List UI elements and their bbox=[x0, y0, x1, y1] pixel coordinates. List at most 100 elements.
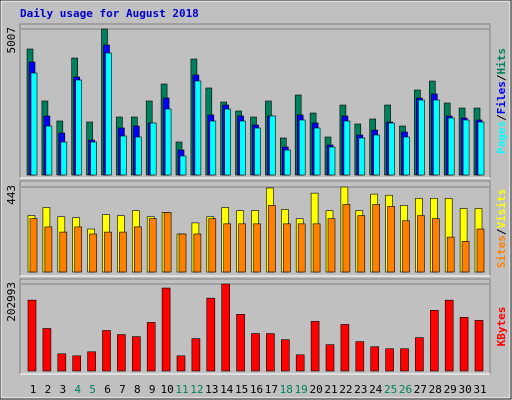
x-tick-label: 5 bbox=[89, 383, 96, 396]
bar bbox=[373, 134, 381, 176]
bar bbox=[176, 355, 186, 372]
bar bbox=[444, 299, 454, 372]
bar bbox=[343, 120, 351, 176]
bar bbox=[357, 215, 366, 273]
bar bbox=[57, 353, 67, 372]
bar bbox=[266, 333, 275, 372]
bar bbox=[146, 322, 156, 372]
bar bbox=[459, 317, 469, 372]
bar bbox=[29, 218, 38, 273]
bar bbox=[27, 299, 37, 372]
bar bbox=[42, 328, 52, 372]
bar bbox=[403, 136, 410, 176]
bar bbox=[328, 146, 336, 176]
bar bbox=[119, 231, 127, 273]
bar bbox=[269, 115, 276, 176]
bar bbox=[295, 354, 305, 372]
legend-entry: Sites bbox=[495, 235, 508, 268]
bar bbox=[105, 52, 112, 176]
legend-entry: Files bbox=[495, 81, 508, 114]
chart-title: Daily usage for August 2018 bbox=[20, 7, 199, 20]
bar bbox=[60, 141, 68, 176]
bar bbox=[280, 339, 290, 372]
x-tick-label: 1 bbox=[30, 383, 37, 396]
bar bbox=[310, 321, 320, 372]
bar bbox=[194, 80, 202, 176]
bar bbox=[431, 218, 440, 273]
x-tick-label: 28 bbox=[429, 383, 442, 396]
x-tick-label: 10 bbox=[160, 383, 173, 396]
bar bbox=[282, 223, 291, 273]
bar bbox=[135, 136, 142, 176]
x-tick-label: 3 bbox=[59, 383, 66, 396]
bar bbox=[477, 121, 485, 176]
bar bbox=[268, 205, 276, 273]
x-tick-label: 12 bbox=[190, 383, 203, 396]
bar bbox=[239, 120, 246, 176]
x-tick-label: 9 bbox=[149, 383, 156, 396]
x-tick-label: 16 bbox=[250, 383, 263, 396]
bar bbox=[191, 338, 201, 372]
legend-entry: Hits bbox=[495, 48, 508, 75]
bar bbox=[461, 241, 470, 273]
bar bbox=[297, 223, 306, 273]
x-tick-label: 6 bbox=[104, 383, 111, 396]
bar bbox=[209, 120, 217, 176]
bar bbox=[208, 218, 217, 273]
x-tick-label: 2 bbox=[45, 383, 52, 396]
x-tick-label: 26 bbox=[399, 383, 412, 396]
bar bbox=[30, 72, 38, 176]
bar bbox=[148, 218, 157, 273]
x-tick-label: 11 bbox=[175, 383, 188, 396]
bar bbox=[370, 346, 380, 372]
x-tick-label: 20 bbox=[309, 383, 322, 396]
y-tick-label: 5007 bbox=[5, 27, 18, 54]
bar bbox=[164, 108, 172, 176]
x-tick-label: 14 bbox=[220, 383, 234, 396]
bar bbox=[429, 309, 439, 372]
bar bbox=[355, 341, 365, 372]
x-tick-label: 8 bbox=[134, 383, 141, 396]
bar bbox=[447, 117, 455, 176]
bar bbox=[313, 127, 321, 176]
bar bbox=[476, 228, 485, 273]
y-tick-label: 202993 bbox=[5, 282, 18, 322]
bar bbox=[327, 218, 336, 273]
bar bbox=[161, 287, 171, 372]
bar bbox=[251, 333, 260, 372]
legend: Sites/Visits bbox=[495, 189, 508, 269]
bar bbox=[132, 336, 141, 372]
legend-separator: / bbox=[495, 114, 508, 121]
bar bbox=[45, 125, 53, 176]
bar bbox=[415, 337, 424, 372]
bar bbox=[236, 314, 245, 372]
bar bbox=[206, 297, 216, 372]
bar bbox=[75, 79, 82, 176]
bar bbox=[342, 204, 351, 273]
bar bbox=[104, 231, 112, 273]
bar bbox=[149, 122, 157, 176]
bar bbox=[372, 204, 381, 273]
x-tick-label: 23 bbox=[354, 383, 367, 396]
bar bbox=[254, 127, 261, 176]
bar bbox=[74, 226, 82, 273]
bar bbox=[117, 334, 126, 372]
x-tick-label: 29 bbox=[444, 383, 457, 396]
bar bbox=[358, 137, 366, 176]
legend: Pages/Files/Hits bbox=[495, 48, 508, 154]
bar bbox=[474, 320, 484, 372]
x-tick-label: 7 bbox=[119, 383, 126, 396]
bar bbox=[193, 233, 202, 273]
x-tick-label: 4 bbox=[74, 383, 81, 396]
bar bbox=[417, 215, 425, 273]
bar bbox=[340, 324, 350, 372]
bar bbox=[385, 348, 394, 372]
x-tick-label: 30 bbox=[458, 383, 471, 396]
x-tick-label: 18 bbox=[280, 383, 293, 396]
bar bbox=[179, 155, 187, 176]
bar bbox=[59, 231, 68, 273]
bar bbox=[388, 122, 395, 176]
bar bbox=[89, 233, 97, 273]
bar bbox=[163, 212, 172, 273]
